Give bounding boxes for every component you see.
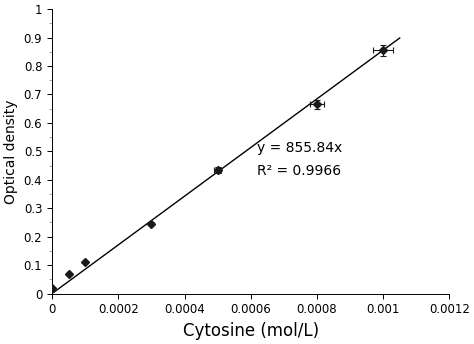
Y-axis label: Optical density: Optical density: [4, 99, 18, 204]
Text: y = 855.84x
R² = 0.9966: y = 855.84x R² = 0.9966: [257, 141, 343, 178]
X-axis label: Cytosine (mol/L): Cytosine (mol/L): [182, 322, 319, 340]
